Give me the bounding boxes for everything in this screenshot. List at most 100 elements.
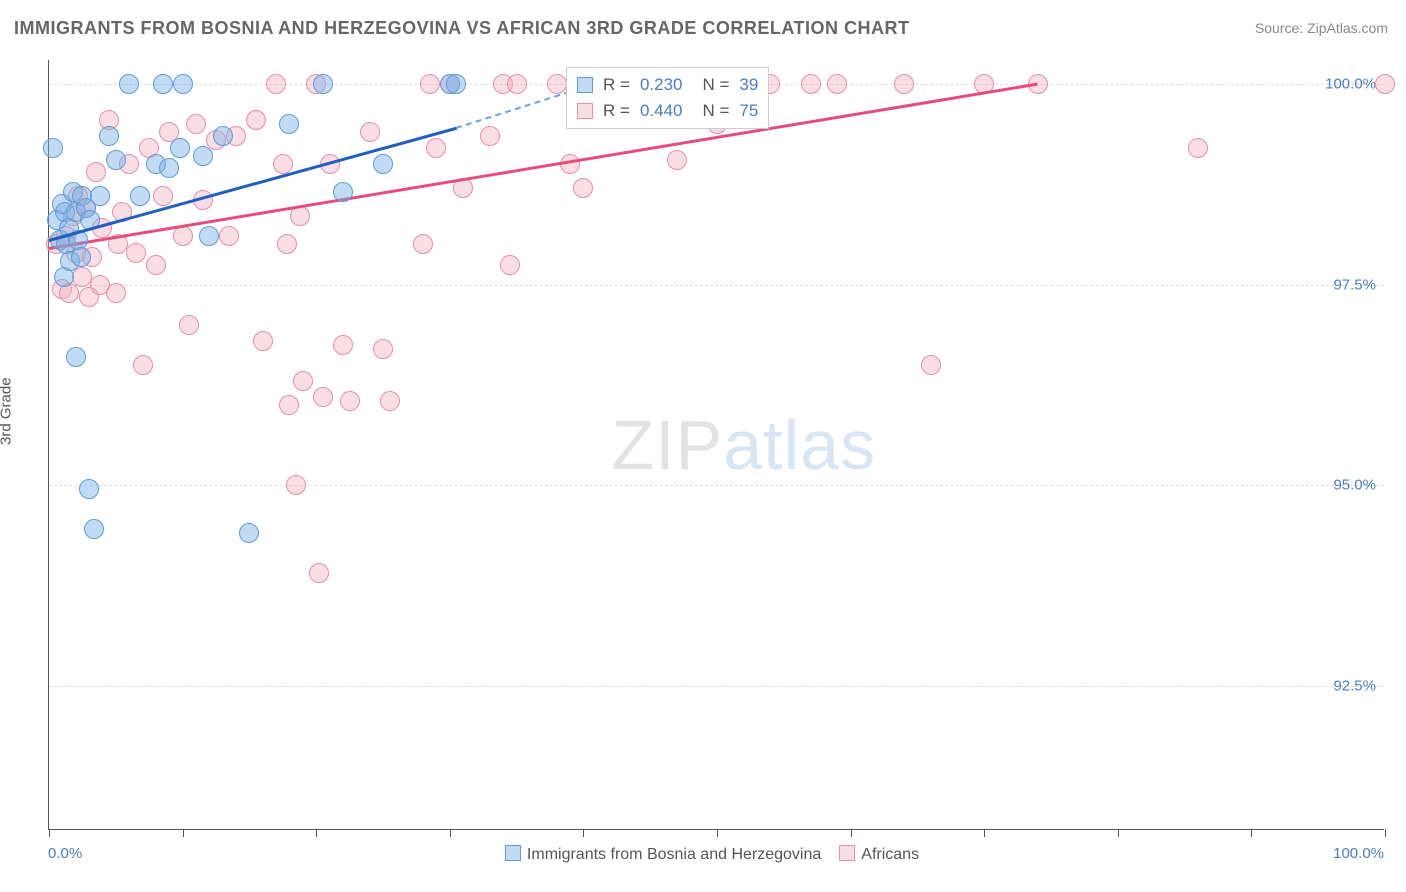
data-point-pink [413,234,433,254]
x-tick [984,829,985,837]
legend-n-label: N = [702,101,729,121]
legend-series-label: Immigrants from Bosnia and Herzegovina [527,846,821,863]
legend-swatch [839,845,855,861]
trend-line [49,83,1038,250]
data-point-blue [119,74,139,94]
data-point-pink [309,563,329,583]
data-point-pink [313,387,333,407]
y-tick-label: 95.0% [1333,477,1376,494]
data-point-pink [253,331,273,351]
data-point-blue [446,74,466,94]
data-point-pink [219,226,239,246]
data-point-blue [90,186,110,206]
data-point-blue [199,226,219,246]
data-point-pink [286,475,306,495]
gridline [49,686,1384,687]
data-point-blue [84,519,104,539]
data-point-pink [179,315,199,335]
y-tick-label: 100.0% [1325,76,1376,93]
data-point-pink [340,391,360,411]
data-point-blue [213,126,233,146]
data-point-pink [273,154,293,174]
data-point-pink [420,74,440,94]
data-point-pink [1375,74,1395,94]
data-point-pink [146,255,166,275]
x-tick [583,829,584,837]
data-point-pink [380,391,400,411]
legend-swatch [577,103,593,119]
watermark: ZIPatlas [611,405,876,485]
x-tick [49,829,50,837]
legend-swatch [505,845,521,861]
legend-swatch [577,77,593,93]
data-point-blue [153,74,173,94]
data-point-pink [266,74,286,94]
data-point-blue [79,479,99,499]
legend-r-value: 0.230 [640,75,683,95]
data-point-pink [173,226,193,246]
legend-series-label: Africans [861,846,919,863]
data-point-blue [279,114,299,134]
plot-area: ZIPatlas 92.5% 95.0% 97.5% 100.0% [48,60,1384,830]
y-tick-label: 97.5% [1333,276,1376,293]
legend-row: R = 0.440 N = 75 [577,98,758,124]
data-point-blue [106,150,126,170]
legend-series: Immigrants from Bosnia and Herzegovina Af… [0,845,1406,864]
data-point-blue [170,138,190,158]
data-point-pink [507,74,527,94]
legend-r-label: R = [603,101,630,121]
x-tick [1118,829,1119,837]
legend-n-value: 39 [739,75,758,95]
x-tick [450,829,451,837]
legend-correlation: R = 0.230 N = 39 R = 0.440 N = 75 [566,67,769,129]
legend-r-label: R = [603,75,630,95]
data-point-blue [66,347,86,367]
watermark-zip: ZIP [611,406,723,484]
data-point-pink [153,186,173,206]
data-point-pink [573,178,593,198]
x-tick [717,829,718,837]
legend-n-value: 75 [739,101,758,121]
y-axis-title: 3rd Grade [0,377,15,445]
data-point-blue [159,158,179,178]
data-point-pink [801,74,821,94]
data-point-pink [827,74,847,94]
legend-n-label: N = [702,75,729,95]
watermark-atlas: atlas [723,406,876,484]
data-point-pink [500,255,520,275]
legend-row: R = 0.230 N = 39 [577,72,758,98]
data-point-blue [173,74,193,94]
data-point-pink [373,339,393,359]
data-point-pink [360,122,380,142]
data-point-pink [186,114,206,134]
x-tick [1251,829,1252,837]
source-label: Source: ZipAtlas.com [1255,20,1388,36]
data-point-pink [921,355,941,375]
data-point-blue [193,146,213,166]
data-point-blue [43,138,63,158]
x-tick [183,829,184,837]
gridline [49,485,1384,486]
data-point-pink [894,74,914,94]
data-point-pink [86,162,106,182]
chart-title: IMMIGRANTS FROM BOSNIA AND HERZEGOVINA V… [14,18,910,39]
x-tick [1385,829,1386,837]
data-point-blue [373,154,393,174]
data-point-pink [293,371,313,391]
data-point-blue [71,247,91,267]
data-point-pink [277,234,297,254]
legend-r-value: 0.440 [640,101,683,121]
data-point-pink [426,138,446,158]
x-tick [316,829,317,837]
data-point-pink [133,355,153,375]
y-tick-label: 92.5% [1333,677,1376,694]
data-point-blue [239,523,259,543]
data-point-blue [313,74,333,94]
data-point-pink [279,395,299,415]
data-point-blue [99,126,119,146]
data-point-pink [246,110,266,130]
data-point-pink [1188,138,1208,158]
data-point-blue [333,182,353,202]
data-point-pink [333,335,353,355]
data-point-pink [480,126,500,146]
